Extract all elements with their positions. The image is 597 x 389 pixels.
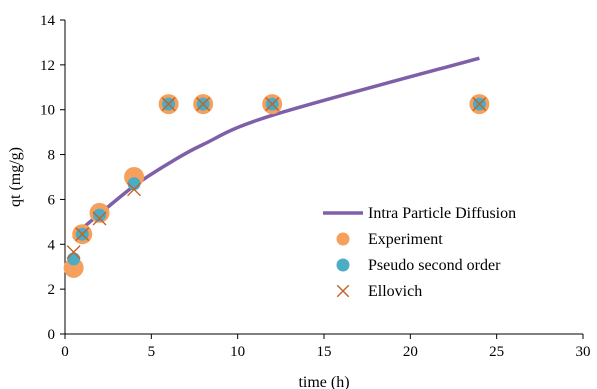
y-tick-label: 0 (48, 327, 56, 343)
x-marker-stroke (92, 211, 107, 226)
x-marker-stroke (127, 182, 142, 197)
x-tick-label: 25 (489, 344, 504, 360)
legend-item-intra-particle-diffusion: Intra Particle Diffusion (323, 205, 516, 222)
x-tick-label: 5 (148, 344, 156, 360)
legend-label: Intra Particle Diffusion (368, 205, 516, 222)
series-experiment (63, 94, 490, 278)
legend-item-ellovich: Ellovich (336, 283, 422, 300)
x-marker-stroke (336, 284, 350, 298)
legend-marker-symbol (336, 232, 350, 246)
legend-marker-symbol (336, 258, 350, 272)
x-marker-stroke (161, 97, 176, 112)
y-tick-label: 8 (48, 148, 56, 164)
legend-label: Pseudo second order (368, 257, 501, 274)
x-tick-label: 30 (576, 344, 591, 360)
ellovich-point (265, 97, 280, 112)
axes: 0 5 10 15 20 25 30 0 2 4 6 8 10 12 14 (40, 13, 591, 360)
y-tick-label: 6 (48, 192, 56, 208)
legend-label: Experiment (368, 231, 443, 248)
ellovich-point (161, 97, 176, 112)
x-marker-stroke (75, 227, 90, 242)
ellovich-point (75, 227, 90, 242)
x-marker-stroke (472, 97, 487, 112)
y-tick-label: 12 (40, 58, 55, 74)
plot-area (63, 56, 490, 278)
legend-item-experiment: Experiment (336, 231, 443, 248)
y-tick-label: 2 (48, 282, 56, 298)
series-ellovich (66, 97, 487, 260)
y-tick-label: 14 (40, 13, 56, 29)
x-axis-title: time (h) (298, 374, 349, 389)
ellovich-point (66, 245, 81, 260)
pseudo-second-order-point (127, 177, 141, 191)
ellovich-point (196, 97, 211, 112)
x-tick-label: 20 (403, 344, 418, 360)
x-tick-label: 10 (230, 344, 245, 360)
y-tick-label: 4 (48, 237, 56, 253)
x-tick-label: 0 (61, 344, 69, 360)
legend-label: Ellovich (368, 283, 422, 300)
ellovich-point (92, 211, 107, 226)
y-axis-title: qt (mg/g) (7, 147, 24, 207)
legend-marker-symbol (336, 284, 350, 298)
x-marker-stroke (196, 97, 211, 112)
x-tick-label: 15 (317, 344, 332, 360)
ellovich-point (472, 97, 487, 112)
legend-item-pseudo-second-order: Pseudo second order (336, 257, 501, 274)
x-marker-stroke (66, 245, 81, 260)
pseudo-second-order-point (67, 252, 81, 266)
y-tick-label: 10 (40, 103, 55, 119)
legend: Intra Particle Diffusion Experiment Pseudo… (323, 205, 516, 300)
x-marker-stroke (265, 97, 280, 112)
ellovich-point (127, 182, 142, 197)
pseudo-second-order-point (93, 208, 107, 222)
